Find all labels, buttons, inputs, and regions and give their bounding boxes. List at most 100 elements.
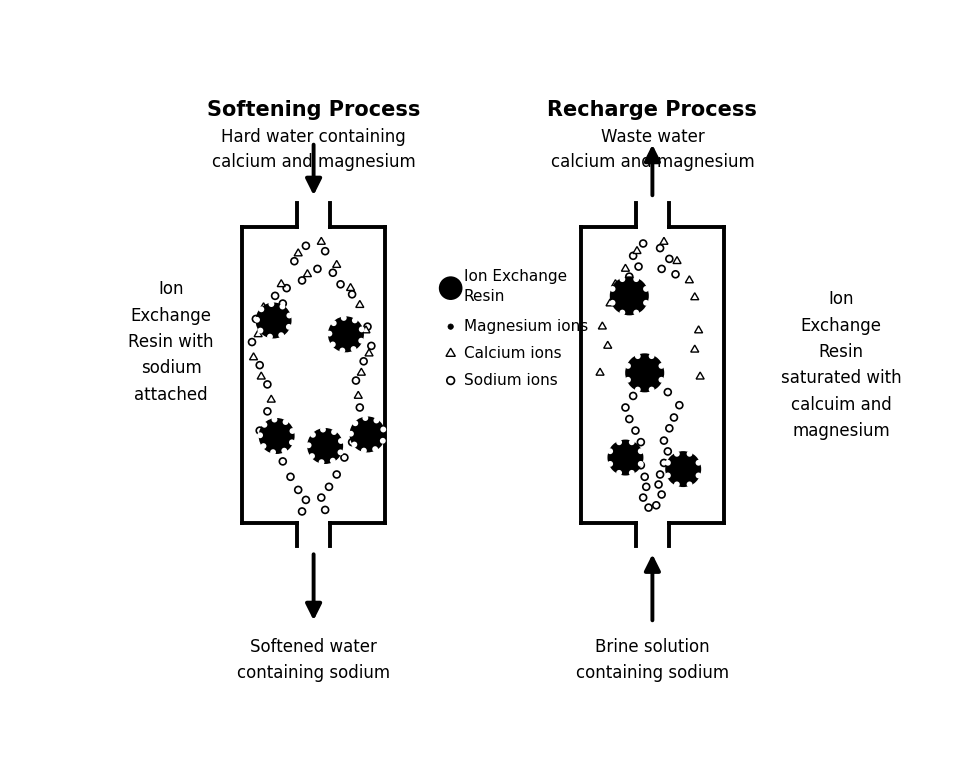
Circle shape xyxy=(440,278,462,299)
Circle shape xyxy=(289,428,295,434)
Circle shape xyxy=(353,377,360,384)
Circle shape xyxy=(318,494,324,501)
Circle shape xyxy=(661,460,667,467)
Circle shape xyxy=(303,243,310,249)
Circle shape xyxy=(361,448,367,454)
Circle shape xyxy=(361,358,368,365)
Polygon shape xyxy=(660,237,668,244)
Circle shape xyxy=(626,273,633,280)
Circle shape xyxy=(320,427,326,432)
Circle shape xyxy=(339,347,345,353)
Circle shape xyxy=(361,423,368,430)
Circle shape xyxy=(270,449,276,455)
Circle shape xyxy=(638,448,644,454)
Circle shape xyxy=(649,386,655,392)
Text: Recharge Process: Recharge Process xyxy=(548,99,758,119)
Circle shape xyxy=(665,460,671,466)
Circle shape xyxy=(249,339,256,346)
Circle shape xyxy=(657,471,663,478)
Circle shape xyxy=(447,376,455,384)
Circle shape xyxy=(608,448,613,454)
Circle shape xyxy=(341,454,348,461)
Circle shape xyxy=(309,429,342,463)
Circle shape xyxy=(352,441,358,448)
Polygon shape xyxy=(358,368,366,375)
Circle shape xyxy=(633,310,639,315)
Circle shape xyxy=(254,317,260,323)
Circle shape xyxy=(626,354,663,392)
Circle shape xyxy=(633,451,641,457)
Circle shape xyxy=(608,461,613,467)
Circle shape xyxy=(333,471,340,478)
Circle shape xyxy=(330,457,336,464)
Circle shape xyxy=(286,324,292,330)
Circle shape xyxy=(643,300,649,306)
Circle shape xyxy=(351,418,384,451)
Circle shape xyxy=(626,415,633,422)
Circle shape xyxy=(640,240,647,247)
Circle shape xyxy=(283,285,290,291)
Polygon shape xyxy=(362,326,370,333)
Circle shape xyxy=(659,265,665,272)
Text: Calcium ions: Calcium ions xyxy=(464,346,562,361)
Circle shape xyxy=(641,474,648,480)
Circle shape xyxy=(661,437,667,444)
Circle shape xyxy=(338,438,344,444)
Text: Magnesium ions: Magnesium ions xyxy=(464,319,588,334)
Circle shape xyxy=(372,446,378,452)
Circle shape xyxy=(279,300,286,307)
Circle shape xyxy=(670,414,677,421)
Circle shape xyxy=(625,363,631,369)
Circle shape xyxy=(281,448,287,454)
Circle shape xyxy=(271,292,278,299)
Circle shape xyxy=(645,504,652,511)
Circle shape xyxy=(629,439,635,445)
Polygon shape xyxy=(599,322,607,329)
Circle shape xyxy=(655,481,662,488)
Circle shape xyxy=(665,473,671,478)
Polygon shape xyxy=(354,392,363,399)
Circle shape xyxy=(278,332,284,338)
Text: Waste water
calcium and magnesium: Waste water calcium and magnesium xyxy=(551,128,755,171)
Circle shape xyxy=(687,481,693,487)
Circle shape xyxy=(331,429,337,435)
Circle shape xyxy=(351,346,357,352)
Circle shape xyxy=(348,431,354,437)
Text: Softened water
containing sodium: Softened water containing sodium xyxy=(237,639,390,682)
Circle shape xyxy=(326,330,332,337)
Circle shape xyxy=(256,362,264,369)
Circle shape xyxy=(314,265,320,272)
Circle shape xyxy=(259,306,265,312)
Circle shape xyxy=(258,327,264,334)
Circle shape xyxy=(318,459,324,465)
Circle shape xyxy=(353,420,359,426)
Circle shape xyxy=(638,461,644,467)
Circle shape xyxy=(665,256,673,262)
Circle shape xyxy=(260,419,294,453)
Circle shape xyxy=(295,487,302,493)
Polygon shape xyxy=(254,330,263,337)
Circle shape xyxy=(380,438,386,444)
Circle shape xyxy=(262,422,268,428)
Polygon shape xyxy=(612,280,619,287)
Polygon shape xyxy=(268,396,275,402)
Polygon shape xyxy=(332,260,341,267)
Polygon shape xyxy=(621,264,629,272)
Circle shape xyxy=(616,470,622,476)
Polygon shape xyxy=(604,341,612,348)
Circle shape xyxy=(306,442,312,448)
Circle shape xyxy=(268,334,272,340)
Circle shape xyxy=(674,451,680,457)
Circle shape xyxy=(630,252,637,259)
Circle shape xyxy=(341,315,347,321)
Polygon shape xyxy=(257,372,266,379)
Text: Ion Exchange
Resin: Ion Exchange Resin xyxy=(464,269,566,304)
Circle shape xyxy=(309,453,315,459)
Polygon shape xyxy=(596,368,604,375)
Circle shape xyxy=(264,408,270,415)
Circle shape xyxy=(337,281,344,288)
Circle shape xyxy=(359,338,365,343)
Circle shape xyxy=(299,277,306,284)
Circle shape xyxy=(264,381,270,388)
Circle shape xyxy=(616,439,622,445)
